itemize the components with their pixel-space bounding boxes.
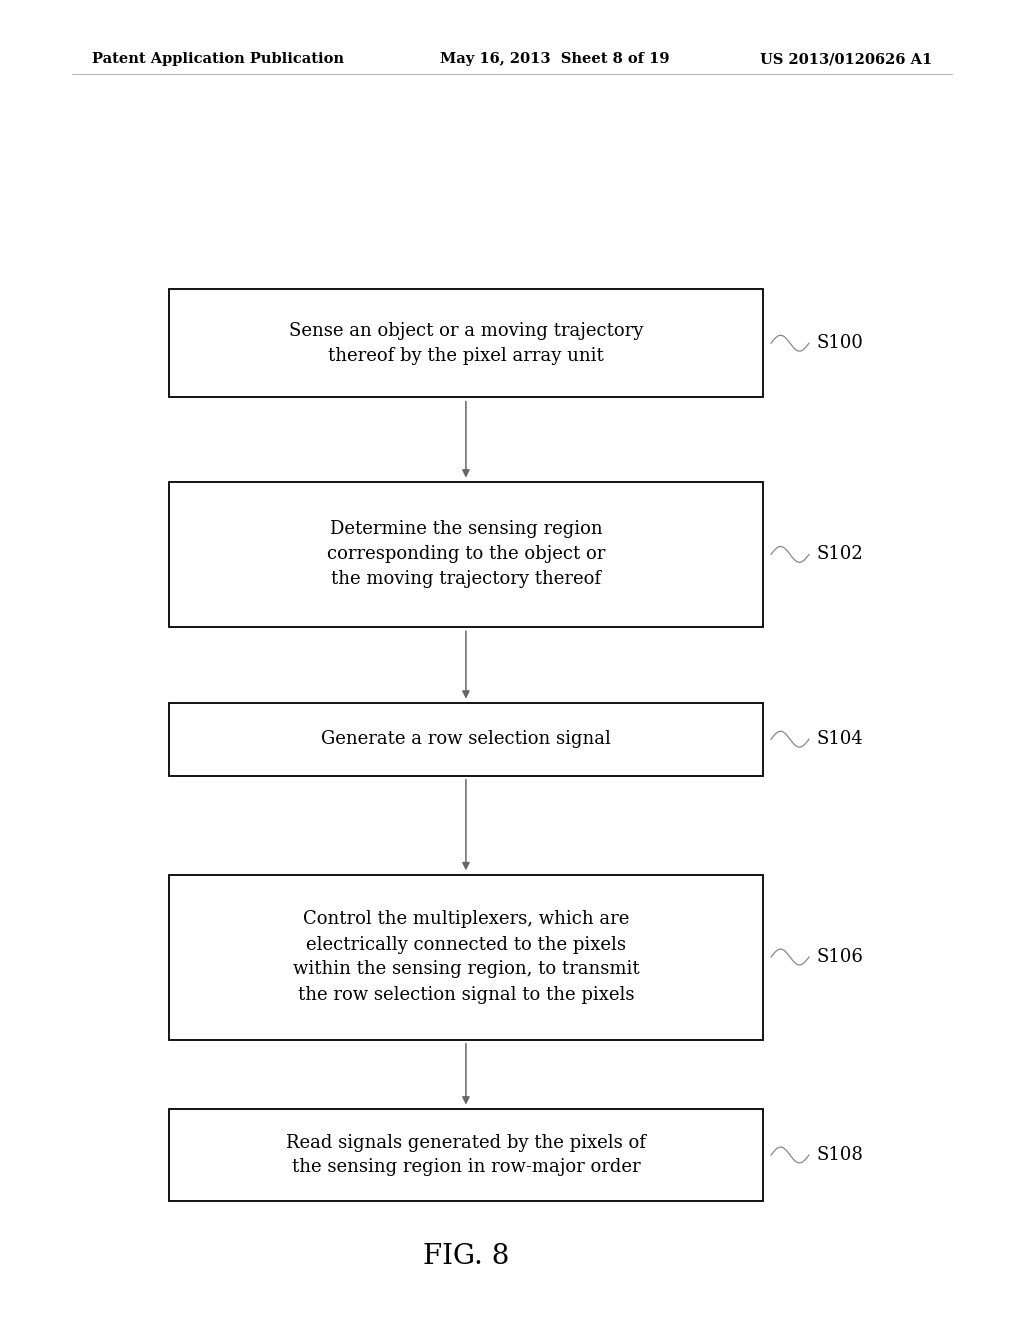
Bar <box>169 289 763 397</box>
Text: Determine the sensing region
corresponding to the object or
the moving trajector: Determine the sensing region correspondi… <box>327 520 605 589</box>
Text: S102: S102 <box>816 545 863 564</box>
Text: S104: S104 <box>816 730 863 748</box>
Text: Sense an object or a moving trajectory
thereof by the pixel array unit: Sense an object or a moving trajectory t… <box>289 322 643 364</box>
Text: S106: S106 <box>816 948 863 966</box>
Text: US 2013/0120626 A1: US 2013/0120626 A1 <box>760 53 932 66</box>
Bar <box>169 702 763 776</box>
Bar <box>169 482 763 627</box>
Text: Read signals generated by the pixels of
the sensing region in row-major order: Read signals generated by the pixels of … <box>286 1134 646 1176</box>
Bar <box>169 874 763 1040</box>
Text: May 16, 2013  Sheet 8 of 19: May 16, 2013 Sheet 8 of 19 <box>440 53 670 66</box>
Text: Patent Application Publication: Patent Application Publication <box>92 53 344 66</box>
Text: S100: S100 <box>816 334 863 352</box>
Text: Generate a row selection signal: Generate a row selection signal <box>321 730 611 748</box>
Text: Control the multiplexers, which are
electrically connected to the pixels
within : Control the multiplexers, which are elec… <box>293 911 639 1003</box>
Bar <box>169 1109 763 1201</box>
Text: S108: S108 <box>816 1146 863 1164</box>
Text: FIG. 8: FIG. 8 <box>423 1243 509 1270</box>
